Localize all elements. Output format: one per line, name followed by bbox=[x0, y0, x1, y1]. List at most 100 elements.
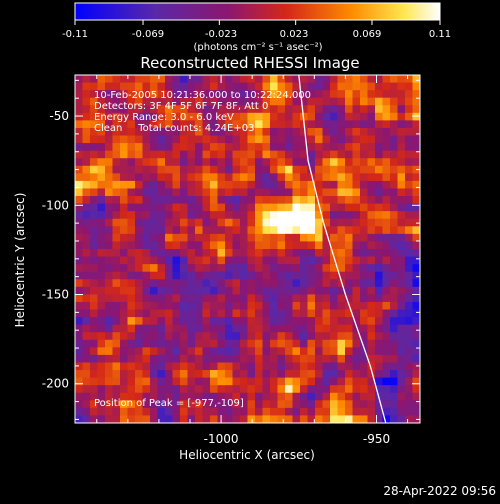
heatmap-cell bbox=[157, 347, 166, 356]
heatmap-cell bbox=[255, 317, 264, 326]
heatmap-cell bbox=[202, 309, 211, 318]
heatmap-cell bbox=[285, 392, 294, 401]
heatmap-cell bbox=[307, 112, 316, 121]
heatmap-cell bbox=[367, 400, 376, 409]
heatmap-cell bbox=[187, 301, 196, 311]
heatmap-cell bbox=[180, 180, 189, 190]
heatmap-cell bbox=[135, 249, 144, 258]
heatmap-cell bbox=[172, 90, 181, 99]
heatmap-cell bbox=[150, 150, 159, 159]
heatmap-cell bbox=[277, 180, 286, 190]
heatmap-cell bbox=[135, 415, 144, 423]
heatmap-cell bbox=[112, 158, 121, 167]
heatmap-cell bbox=[75, 120, 84, 129]
heatmap-cell bbox=[247, 180, 256, 190]
heatmap-cell bbox=[330, 150, 339, 159]
heatmap-cell bbox=[247, 143, 256, 152]
heatmap-cell bbox=[255, 385, 264, 394]
heatmap-cell bbox=[247, 264, 256, 273]
heatmap-cell bbox=[247, 286, 256, 295]
heatmap-cell bbox=[405, 112, 414, 121]
heatmap-cell bbox=[330, 188, 339, 197]
heatmap-cell bbox=[157, 385, 166, 394]
heatmap-cell bbox=[277, 90, 286, 99]
heatmap-cell bbox=[337, 249, 346, 258]
heatmap-cell bbox=[225, 82, 234, 91]
heatmap-cell bbox=[360, 203, 369, 212]
heatmap-cell bbox=[247, 392, 256, 401]
heatmap-cell bbox=[75, 135, 84, 144]
heatmap-cell bbox=[390, 173, 399, 182]
heatmap-cell bbox=[247, 196, 256, 205]
heatmap-cell bbox=[75, 264, 84, 273]
heatmap-cell bbox=[390, 332, 399, 341]
heatmap-cell bbox=[225, 75, 234, 84]
heatmap-cell bbox=[142, 385, 151, 394]
heatmap-cell bbox=[187, 392, 196, 401]
heatmap-cell bbox=[180, 90, 189, 99]
heatmap-cell bbox=[337, 264, 346, 273]
heatmap-cell bbox=[360, 165, 369, 174]
heatmap-cell bbox=[105, 196, 114, 205]
heatmap-cell bbox=[232, 127, 241, 137]
heatmap-cell bbox=[187, 347, 196, 356]
heatmap-cell bbox=[285, 211, 294, 220]
heatmap-cell bbox=[217, 392, 226, 401]
y-tick-label: -150 bbox=[42, 288, 69, 302]
heatmap-cell bbox=[90, 294, 99, 303]
heatmap-cell bbox=[180, 203, 189, 212]
heatmap-cell bbox=[330, 256, 339, 265]
heatmap-cell bbox=[285, 249, 294, 258]
heatmap-cell bbox=[75, 271, 84, 280]
heatmap-cell bbox=[382, 150, 391, 159]
heatmap-cell bbox=[157, 82, 166, 91]
heatmap-cell bbox=[247, 105, 256, 114]
heatmap-cell bbox=[307, 407, 316, 417]
heatmap-cell bbox=[262, 241, 271, 250]
heatmap-cell bbox=[210, 347, 219, 356]
heatmap-cell bbox=[352, 271, 361, 280]
heatmap-cell bbox=[165, 120, 174, 129]
heatmap-cell bbox=[345, 294, 354, 303]
heatmap-cell bbox=[187, 82, 196, 91]
heatmap-cell bbox=[157, 97, 166, 106]
heatmap-cell bbox=[397, 362, 406, 371]
heatmap-cell bbox=[285, 233, 294, 243]
heatmap-cell bbox=[217, 271, 226, 280]
heatmap-cell bbox=[247, 256, 256, 265]
heatmap-cell bbox=[315, 97, 324, 106]
heatmap-cell bbox=[397, 90, 406, 99]
heatmap-cell bbox=[172, 332, 181, 341]
heatmap-cell bbox=[97, 286, 106, 295]
heatmap-cell bbox=[82, 400, 91, 409]
heatmap-cell bbox=[142, 120, 151, 129]
heatmap-cell bbox=[150, 301, 159, 311]
heatmap-cell bbox=[142, 105, 151, 114]
heatmap-cell bbox=[187, 370, 196, 379]
heatmap-cell bbox=[187, 309, 196, 318]
heatmap-cell bbox=[187, 400, 196, 409]
heatmap-cell bbox=[330, 233, 339, 243]
heatmap-cell bbox=[307, 150, 316, 159]
heatmap-cell bbox=[202, 127, 211, 137]
heatmap-cell bbox=[210, 218, 219, 227]
heatmap-cell bbox=[120, 279, 129, 288]
heatmap-cell bbox=[180, 233, 189, 243]
heatmap-cell bbox=[90, 400, 99, 409]
heatmap-cell bbox=[135, 203, 144, 212]
heatmap-cell bbox=[105, 180, 114, 190]
heatmap-cell bbox=[127, 143, 136, 152]
heatmap-cell bbox=[150, 279, 159, 288]
heatmap-cell bbox=[142, 256, 151, 265]
heatmap-cell bbox=[345, 324, 354, 333]
heatmap-cell bbox=[187, 339, 196, 348]
heatmap-cell bbox=[277, 301, 286, 311]
heatmap-cell bbox=[307, 105, 316, 114]
heatmap-cell bbox=[165, 286, 174, 295]
heatmap-cell bbox=[255, 218, 264, 227]
heatmap-cell bbox=[202, 218, 211, 227]
heatmap-cell bbox=[337, 165, 346, 174]
heatmap-cell bbox=[97, 226, 106, 235]
timestamp: 28-Apr-2022 09:56 bbox=[383, 484, 496, 498]
